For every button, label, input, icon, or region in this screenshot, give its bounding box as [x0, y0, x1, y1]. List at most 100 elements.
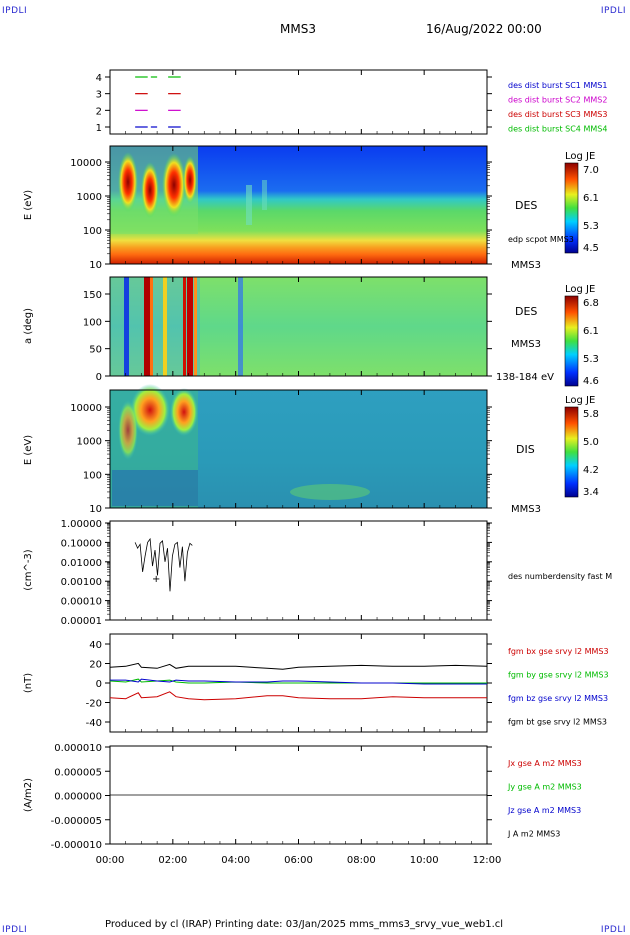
- bfield-legend-entry: fgm bz gse srvy l2 MMS3: [508, 694, 608, 703]
- burst-ytick-label: 4: [96, 73, 102, 84]
- des-energy-panel: 10000 1000 100 10 Log JE 7.0 6.1 5.3 4.5: [70, 145, 599, 271]
- des-streak: [262, 180, 267, 210]
- dis-energy-colorbar-tick: 5.8: [583, 409, 599, 420]
- des-pitch-stripe: [187, 277, 193, 376]
- des-energy-colorbar-tick: 4.5: [583, 243, 599, 254]
- current-ytick-label: -0.000010: [51, 840, 102, 851]
- time-tick-label: 06:00: [284, 855, 313, 866]
- burst-ytick-label: 3: [96, 90, 102, 101]
- burst-legend-entry: des dist burst SC4 MMS4: [508, 125, 607, 134]
- bfield-ytick-label: 40: [89, 640, 102, 651]
- des-energy-ytick-label: 10000: [70, 158, 102, 169]
- des-pitch-ytick-label: 50: [89, 345, 102, 356]
- time-tick-label: 04:00: [221, 855, 250, 866]
- des-pitch-stripe: [144, 277, 150, 376]
- des-pitch-stripe: [183, 277, 186, 376]
- corner-label-top-right: IPDLI: [600, 6, 626, 16]
- bfield-ytick-label: 20: [89, 660, 102, 671]
- density-ytick-label: 0.00100: [61, 577, 102, 588]
- dis-hot-blob: [170, 388, 198, 436]
- des-energy-ytick-label: 10: [89, 260, 102, 271]
- des-hot-blob: [162, 153, 186, 217]
- dis-energy-colorbar-tick: 3.4: [583, 487, 599, 498]
- des-pitch-stripe: [150, 277, 153, 376]
- des-energy-colorbar-tick: 6.1: [583, 193, 599, 204]
- bfield-ytick-label: -40: [86, 718, 102, 729]
- des-pitch-colorbar-tick: 6.1: [583, 326, 599, 337]
- density-ytick-label: 0.01000: [61, 558, 102, 569]
- des-pitch-ytick-label: 100: [83, 317, 102, 328]
- des-pitch-stripe: [163, 277, 167, 376]
- bfield-legend-entry: fgm bx gse srvy l2 MMS3: [508, 647, 609, 656]
- dis-energy-ylabel: E (eV): [23, 435, 34, 465]
- time-tick-label: 00:00: [96, 855, 125, 866]
- spacecraft-title: MMS3: [280, 22, 316, 36]
- current-ylabel: (A/m2): [23, 778, 34, 812]
- bfield-series-line: [109, 662, 488, 670]
- des-energy-label: DES: [515, 199, 537, 212]
- dis-hot-blob: [130, 384, 170, 436]
- density-ytick-label: 0.00001: [61, 616, 102, 627]
- des-pitch-sublabel: MMS3: [511, 339, 541, 350]
- density-legend-label: des numberdensity fast M: [508, 572, 612, 581]
- dis-faint-feature: [290, 484, 370, 500]
- date-title: 16/Aug/2022 00:00: [426, 22, 542, 36]
- burst-ytick-label: 1: [96, 123, 102, 134]
- burst-ytick-label: 2: [96, 106, 102, 117]
- time-tick-label: 08:00: [347, 855, 376, 866]
- des-pitch-ytick-label: 150: [83, 290, 102, 301]
- time-tick-label: 10:00: [410, 855, 439, 866]
- des-energy-colorbar: [564, 162, 579, 254]
- scpot-overlay-label: edp scpot MMS3: [508, 235, 574, 244]
- bfield-legend-entry: fgm by gse srvy l2 MMS3: [508, 671, 609, 680]
- corner-label-bottom-right: IPDLI: [600, 925, 626, 935]
- des-energy-ytick-label: 100: [83, 226, 102, 237]
- current-legend-entry: Jy gse A m2 MMS3: [507, 783, 582, 792]
- des-pitch-spectrogram: [110, 277, 487, 376]
- corner-label-bottom-left: IPDLI: [2, 925, 28, 935]
- des-energy-ylabel: E (eV): [23, 190, 34, 220]
- dis-energy-colorbar-tick: 4.2: [583, 465, 599, 476]
- dis-hot-blob: [118, 400, 138, 460]
- des-energy-ytick-label: 1000: [77, 192, 102, 203]
- bfield-ytick-label: 0: [96, 679, 102, 690]
- des-energy-colorbar-tick: 7.0: [583, 165, 599, 176]
- des-pitch-low-region: [110, 277, 200, 376]
- dis-energy-colorbar: [564, 406, 579, 498]
- des-pitch-colorbar: [564, 295, 579, 387]
- des-energy-sublabel: MMS3: [511, 260, 541, 271]
- des-pitch-panel: 150 100 50 0 Log JE 6.8 6.1 5.3 4.6: [83, 276, 599, 387]
- burst-legend-entry: des dist burst SC3 MMS3: [508, 110, 607, 119]
- des-pitch-stripe: [194, 277, 197, 376]
- dis-energy-ytick-label: 10000: [70, 403, 102, 414]
- des-pitch-ylabel: a (deg): [23, 308, 34, 344]
- bfield-legend-entry: fgm bt gse srvy l2 MMS3: [508, 718, 607, 727]
- pitch-energy-range-label: 138-184 eV: [496, 372, 554, 383]
- density-ylabel: (cm^-3): [23, 549, 34, 590]
- des-pitch-colorbar-tick: 6.8: [583, 298, 599, 309]
- magnetic-field-panel: 40 20 0 -20 -40 fgm bx gse srvy l2 MMS3 fgm b…: [86, 633, 609, 733]
- dis-energy-colorbar-title: Log JE: [565, 395, 595, 406]
- dis-energy-label: DIS: [516, 443, 535, 456]
- time-axis: 00:00 02:00 04:00 06:00 08:00 10:00 12:00: [96, 70, 501, 866]
- current-ytick-label: -0.000005: [51, 816, 102, 827]
- current-ytick-label: 0.000005: [54, 767, 102, 778]
- current-density-panel: 0.000010 0.000005 0.000000 -0.000005 -0.0000…: [51, 743, 582, 851]
- density-panel: 1.00000 0.10000 0.01000 0.00100 0.00010 0.000…: [61, 519, 492, 627]
- density-frame: [109, 520, 488, 621]
- dis-energy-ytick-label: 100: [83, 470, 102, 481]
- des-energy-colorbar-tick: 5.3: [583, 221, 599, 232]
- dis-energy-ytick-label: 1000: [77, 437, 102, 448]
- burst-legend-entry: des dist burst SC1 MMS1: [508, 81, 607, 90]
- bfield-ytick-label: -20: [86, 699, 102, 710]
- dis-energy-ytick-label: 10: [89, 504, 102, 515]
- des-pitch-colorbar-tick: 4.6: [583, 376, 599, 387]
- des-hot-blob: [183, 156, 197, 204]
- density-ytick-label: 1.00000: [61, 519, 102, 530]
- dis-low-energy-region: [112, 470, 198, 506]
- dis-energy-colorbar-tick: 5.0: [583, 437, 599, 448]
- density-cross-marker: +: [152, 574, 160, 585]
- des-energy-colorbar-title: Log JE: [565, 151, 595, 162]
- current-legend-entry: Jx gse A m2 MMS3: [507, 759, 582, 768]
